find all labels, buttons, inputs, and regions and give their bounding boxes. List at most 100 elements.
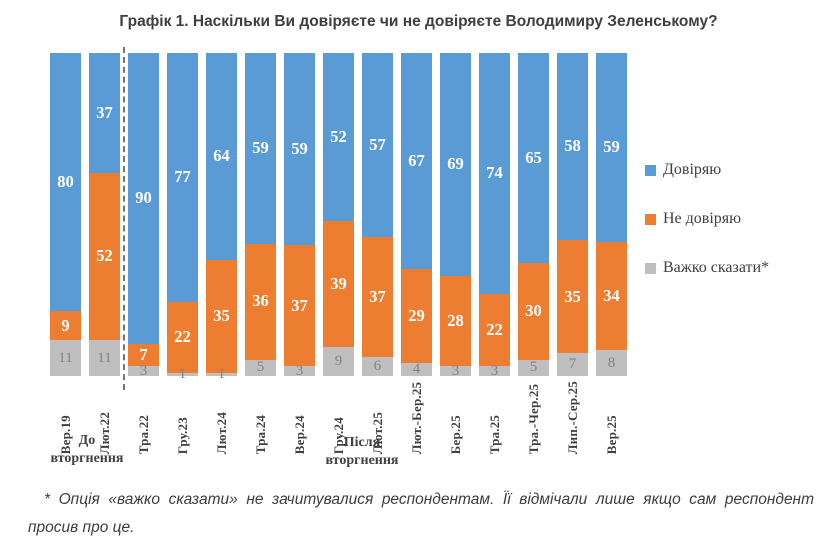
x-axis-label-slot: Лип.-Сер.25 [557,381,588,454]
segment-value-label: 4 [412,361,421,378]
legend-label: Важко сказати* [663,259,770,276]
bar-segment: 22 [167,301,198,373]
segment-value-label: 39 [330,273,347,293]
bar-segment: 34 [596,241,627,351]
group-label-after-invasion: Після вторгнення [325,435,399,469]
bar-segment: 11 [50,340,81,376]
legend-item-trust: Довіряю [645,161,769,179]
bar-segment: 59 [284,53,315,246]
segment-value-label: 77 [174,167,191,187]
segment-value-label: 7 [139,344,148,364]
bar-Тра.-Чер.25: 65 30 5 [518,53,549,376]
footnote: * Опція «важко сказати» не зачитувалися … [28,491,814,536]
bar-Гру.23: 77 22 1 [167,53,198,381]
bar-Вер.19: 80 9 11 [50,53,81,376]
segment-value-label: 59 [603,137,620,157]
segment-value-label: 29 [408,305,425,325]
segment-value-label: 37 [291,295,308,315]
bar-segment: 7 [557,353,588,376]
segment-value-label: 59 [291,138,308,158]
segment-value-label: 11 [58,349,73,366]
bar-Бер.25: 69 28 3 [440,53,471,379]
segment-value-label: 3 [490,362,499,379]
legend-label: Довіряю [663,161,722,178]
bar-segment: 52 [89,172,120,341]
legend: Довіряю Не довіряю Важко сказати* [645,161,769,277]
trust-swatch-icon [645,165,656,176]
bar-segment: 35 [557,240,588,354]
bar-segment: 3 [440,362,471,379]
bar-segment: 3 [284,362,315,379]
segment-value-label: 30 [525,301,542,321]
bar-segment: 9 [323,346,354,376]
segment-value-label: 22 [486,320,503,340]
bar-Лют.22: 37 52 11 [89,53,120,376]
segment-value-label: 3 [139,362,148,379]
bar-segment: 52 [323,53,354,221]
bar-segment: 74 [479,53,510,295]
x-axis-label: Бер.25 [447,415,463,455]
bars-container: 80 9 11 37 52 11 90 7 3 77 22 1 64 35 1 59 36 5 59 37 3 52 39 9… [50,53,627,381]
x-axis-label: Вер.25 [603,415,619,455]
segment-value-label: 69 [447,154,464,174]
segment-value-label: 52 [96,246,113,266]
group-label-before-invasion: До вторгнення [50,433,124,467]
x-axis-label-slot: Бер.25 [440,381,471,454]
bar-segment: 6 [362,356,393,376]
bar-segment: 29 [401,269,432,364]
bar-segment: 1 [167,366,198,381]
bar-segment: 77 [167,53,198,302]
segment-value-label: 7 [568,356,577,373]
segment-value-label: 65 [525,147,542,167]
segment-value-label: 36 [252,291,269,311]
bar-segment: 37 [362,237,393,357]
segment-value-label: 28 [447,310,464,330]
segment-value-label: 90 [135,188,152,208]
bar-Тра.22: 90 7 3 [128,53,159,379]
segment-value-label: 8 [607,354,616,371]
x-axis-label-slot: Тра.22 [128,381,159,454]
bar-segment: 30 [518,262,549,360]
bar-segment: 69 [440,53,471,276]
segment-value-label: 9 [61,315,70,335]
x-axis-label: Тра.25 [486,414,502,455]
bar-Гру.24: 52 39 9 [323,53,354,376]
segment-value-label: 3 [295,362,304,379]
segment-value-label: 1 [217,365,226,382]
segment-value-label: 35 [564,286,581,306]
legend-item-no-trust: Не довіряю [645,210,769,228]
segment-value-label: 3 [451,362,460,379]
bar-segment: 3 [128,362,159,379]
x-axis-label: Тра.24 [252,414,268,455]
bar-Лют.-Бер.25: 67 29 4 [401,53,432,378]
x-axis-label: Лют.-Бер.25 [408,381,424,455]
segment-value-label: 80 [57,171,74,191]
bar-segment: 4 [401,361,432,378]
bar-segment: 37 [284,245,315,367]
legend-label: Не довіряю [663,210,742,227]
bar-segment: 39 [323,220,354,347]
segment-value-label: 34 [603,285,620,305]
segment-value-label: 64 [213,146,230,166]
segment-value-label: 59 [252,138,269,158]
segment-value-label: 22 [174,326,191,346]
bar-segment: 7 [128,343,159,367]
bar-segment: 58 [557,53,588,241]
bar-segment: 1 [206,366,237,381]
bar-segment: 65 [518,53,549,263]
x-axis-label-slot: Лют.24 [206,381,237,454]
segment-value-label: 5 [529,359,538,376]
bar-segment: 22 [479,294,510,367]
bar-segment: 5 [518,359,549,376]
no-trust-swatch-icon [645,214,656,225]
bar-segment: 37 [89,53,120,173]
bar-Тра.25: 74 22 3 [479,53,510,379]
x-axis-label: Тра.22 [135,414,151,455]
bar-Лип.-Сер.25: 58 35 7 [557,53,588,376]
bar-Вер.24: 59 37 3 [284,53,315,379]
segment-value-label: 57 [369,134,386,154]
bar-segment: 8 [596,350,627,376]
x-axis-label: Вер.24 [291,415,307,455]
chart-title: Графік 1. Наскільки Ви довіряєте чи не д… [119,13,718,30]
x-axis-label-slot: Тра.24 [245,381,276,454]
